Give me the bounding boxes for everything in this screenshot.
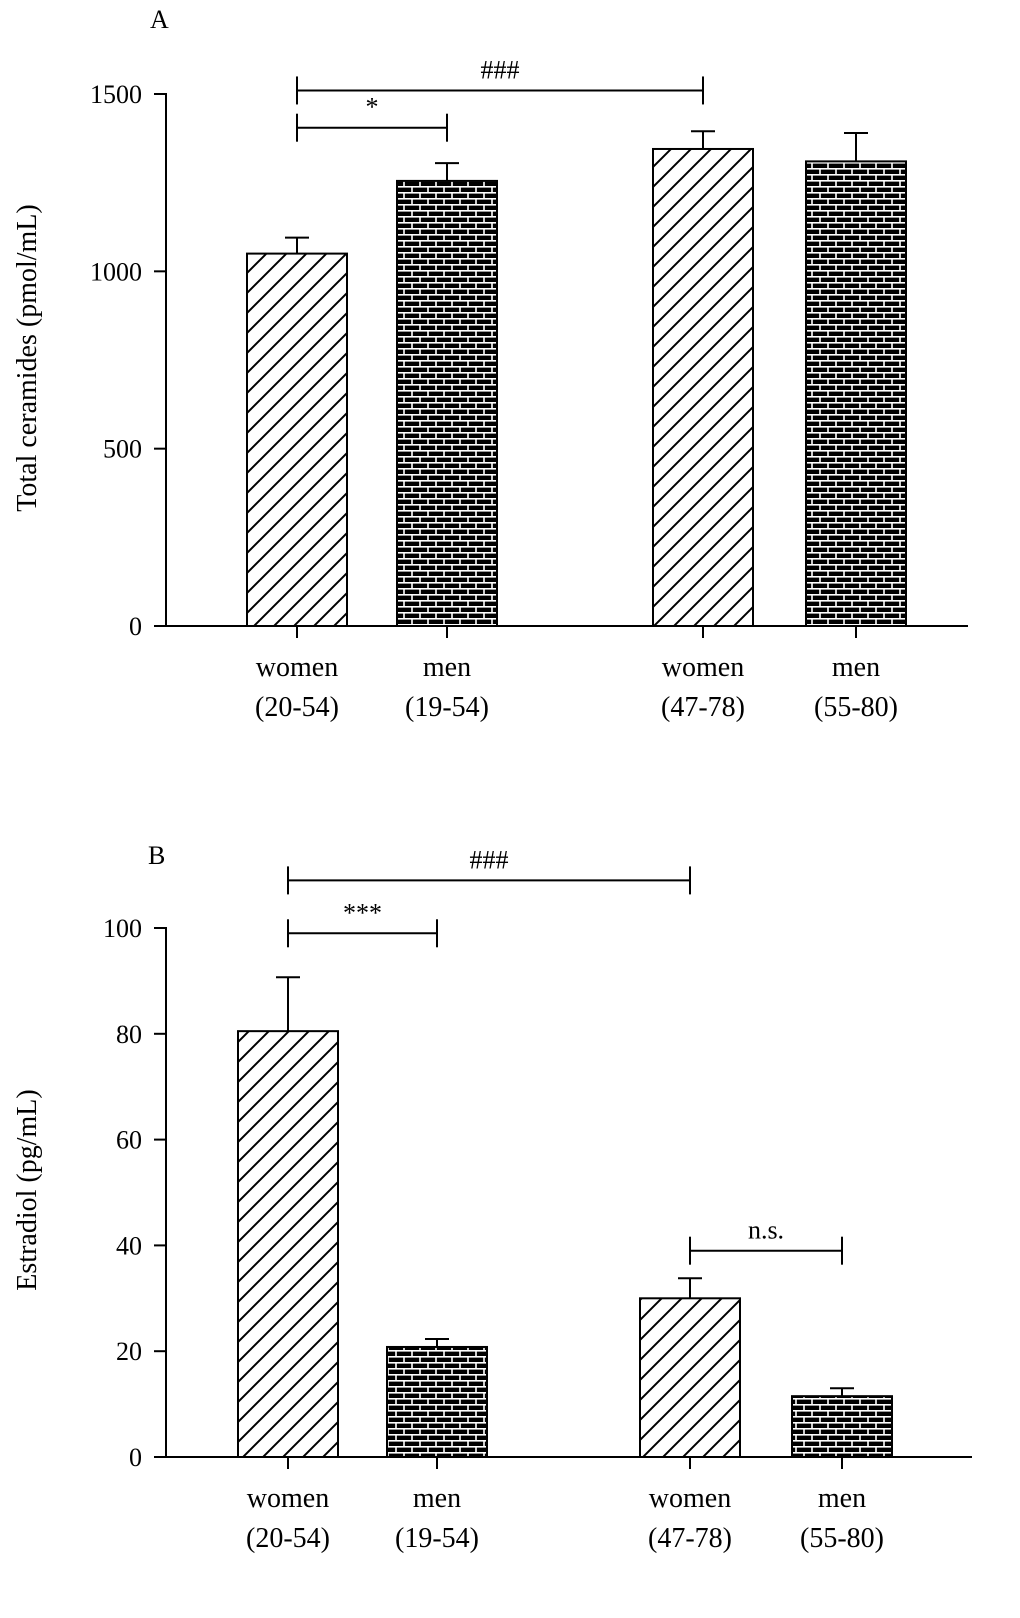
panel-a-label: A bbox=[150, 5, 169, 34]
panel-b-sig-label: *** bbox=[343, 898, 382, 927]
panel-b-x-tick-sublabel: (47-78) bbox=[648, 1523, 732, 1554]
panel-a-y-tick-label: 500 bbox=[103, 435, 142, 464]
panel-a-bar bbox=[652, 147, 754, 627]
panel-b-x-tick-sublabel: (19-54) bbox=[395, 1523, 479, 1554]
panel-a-x-tick-label: men bbox=[832, 652, 880, 683]
panel-b-x-tick-label: women bbox=[247, 1483, 329, 1514]
panel-a: A Total ceramides (pmol/mL) 0 500 1000 1500… bbox=[12, 5, 968, 723]
panel-a-y-tick-label: 0 bbox=[129, 612, 142, 641]
panel-b-x-tick-sublabel: (55-80) bbox=[800, 1523, 884, 1554]
panel-b-y-tick-label: 40 bbox=[116, 1231, 142, 1260]
panel-a-x-tick-label: women bbox=[256, 652, 338, 683]
panel-a-bar bbox=[246, 252, 348, 627]
panel-b-y-tick-label: 20 bbox=[116, 1337, 142, 1366]
panel-a-x-tick-sublabel: (47-78) bbox=[661, 692, 745, 723]
panel-b-bar bbox=[386, 1345, 488, 1459]
panel-b-sig-label: ### bbox=[470, 845, 509, 874]
panel-a-y-tick-label: 1500 bbox=[90, 80, 142, 109]
panel-b-x-tick-sublabel: (20-54) bbox=[246, 1523, 330, 1554]
panel-b-bar bbox=[639, 1297, 741, 1459]
panel-a-x-tick-sublabel: (19-54) bbox=[405, 692, 489, 723]
panel-b-bar bbox=[791, 1395, 893, 1459]
panel-b-y-tick-label: 100 bbox=[103, 914, 142, 943]
panel-b-x-tick-label: women bbox=[649, 1483, 731, 1514]
panel-b-y-axis-title: Estradiol (pg/mL) bbox=[12, 1089, 43, 1290]
panel-a-bar bbox=[805, 160, 907, 628]
panel-a-x-tick-sublabel: (55-80) bbox=[814, 692, 898, 723]
panel-a-x-tick-label: men bbox=[423, 652, 471, 683]
panel-b-x-tick-label: men bbox=[818, 1483, 866, 1514]
panel-a-sig-label: ### bbox=[481, 55, 520, 84]
panel-b-y-tick-label: 60 bbox=[116, 1126, 142, 1155]
panel-a-y-axis-title: Total ceramides (pmol/mL) bbox=[12, 204, 43, 512]
panel-a-x-tick-label: women bbox=[662, 652, 744, 683]
panel-a-y-tick-label: 1000 bbox=[90, 257, 142, 286]
panel-b: B Estradiol (pg/mL) 0 20 40 60 80 100 women (20… bbox=[12, 841, 972, 1554]
panel-a-x-tick-sublabel: (20-54) bbox=[255, 692, 339, 723]
panel-b-plot: 0 20 40 60 80 100 women (20-54) men (19-54) women (… bbox=[103, 845, 972, 1554]
panel-a-bar bbox=[396, 179, 498, 627]
panel-b-x-tick-label: men bbox=[413, 1483, 461, 1514]
panel-a-sig-label: * bbox=[366, 93, 379, 122]
panel-a-plot: 0 500 1000 1500 women (20-54) men (19-54) women (… bbox=[90, 55, 968, 723]
panel-b-sig-label: n.s. bbox=[748, 1216, 784, 1245]
panel-b-label: B bbox=[148, 841, 165, 870]
panel-b-y-tick-label: 0 bbox=[129, 1443, 142, 1472]
panel-b-bar bbox=[237, 1030, 339, 1459]
panel-b-y-tick-label: 80 bbox=[116, 1020, 142, 1049]
